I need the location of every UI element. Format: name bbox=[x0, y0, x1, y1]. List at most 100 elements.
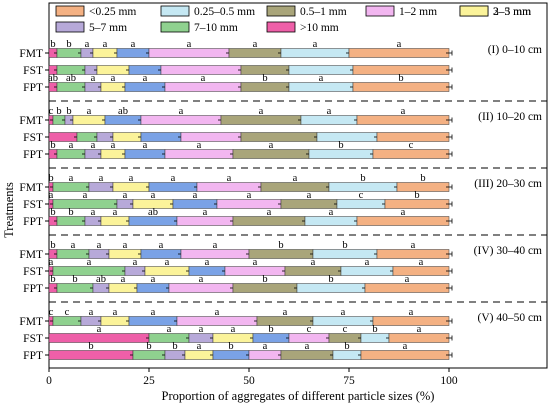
significance-letter: b bbox=[48, 173, 53, 184]
significance-letter: a bbox=[253, 257, 258, 268]
legend-swatch bbox=[55, 21, 85, 33]
bar-FST bbox=[48, 333, 453, 343]
significance-letter: a bbox=[151, 274, 156, 285]
legend-label: 5–7 mm bbox=[89, 22, 127, 34]
significance-letter: a bbox=[151, 307, 156, 318]
significance-letter: a bbox=[167, 324, 172, 335]
significance-letter: a bbox=[113, 307, 118, 318]
significance-letter: c bbox=[307, 324, 312, 335]
significance-letter: b bbox=[372, 324, 377, 335]
significance-letter: c bbox=[49, 106, 54, 117]
significance-letter: b bbox=[72, 274, 77, 285]
significance-letter: ab bbox=[66, 73, 76, 84]
bar-FST bbox=[48, 266, 453, 276]
significance-letter: b bbox=[50, 39, 55, 50]
significance-letter: a bbox=[213, 240, 218, 251]
significance-letter: b bbox=[398, 73, 403, 84]
significance-letter: a bbox=[99, 173, 104, 184]
x-tick-label: 0 bbox=[46, 375, 52, 387]
treatment-label: FPT bbox=[23, 82, 43, 94]
treatment-label: FMT bbox=[19, 182, 43, 194]
significance-letter: a bbox=[129, 173, 134, 184]
legend-label: 7–10 mm bbox=[194, 22, 238, 34]
significance-letter: a bbox=[197, 341, 202, 352]
significance-letter: a bbox=[205, 257, 210, 268]
significance-letter: b bbox=[146, 341, 151, 352]
legend-entry: 5–7 mm bbox=[55, 21, 127, 34]
significance-letter: a bbox=[403, 341, 408, 352]
significance-letter: b bbox=[66, 106, 71, 117]
significance-letter: a bbox=[227, 173, 232, 184]
significance-letter: a bbox=[103, 39, 108, 50]
panel-label: (IV) 30–40 cm bbox=[474, 245, 542, 257]
significance-letter: a bbox=[111, 140, 116, 151]
significance-letter: a bbox=[199, 274, 204, 285]
significance-letter: ab bbox=[148, 207, 158, 218]
legend-entry: 3–5 mm bbox=[459, 5, 531, 18]
panel-label: (I) 0–10 cm bbox=[488, 44, 542, 56]
legend-label: 2–3 mm bbox=[493, 6, 531, 18]
significance-letter: a bbox=[401, 207, 406, 218]
significance-letter: a bbox=[253, 39, 258, 50]
legend-entry: 0.25–0.5 mm bbox=[160, 5, 255, 18]
significance-letter: a bbox=[319, 73, 324, 84]
significance-letter: a bbox=[87, 257, 92, 268]
significance-letter: ab bbox=[48, 73, 58, 84]
significance-letter: a bbox=[83, 190, 88, 201]
legend-label: <0.25 mm bbox=[89, 6, 136, 18]
legend-entry: 7–10 mm bbox=[160, 21, 238, 34]
significance-letter: a bbox=[283, 307, 288, 318]
significance-letter: a bbox=[97, 324, 102, 335]
significance-letter: a bbox=[97, 240, 102, 251]
significance-letter: a bbox=[197, 140, 202, 151]
significance-letter: ab bbox=[96, 274, 106, 285]
treatment-label: FMT bbox=[19, 48, 43, 60]
bar-segment bbox=[240, 132, 318, 142]
legend-label: 0.25–0.5 mm bbox=[194, 6, 255, 18]
significance-letter: c bbox=[65, 307, 70, 318]
significance-letter: a bbox=[71, 240, 76, 251]
bar-segment bbox=[316, 132, 378, 142]
significance-letter: a bbox=[187, 39, 192, 50]
significance-letter: a bbox=[329, 207, 334, 218]
bar-FPT bbox=[48, 350, 453, 360]
significance-letter: a bbox=[365, 257, 370, 268]
significance-letter: a bbox=[417, 324, 422, 335]
significance-letter: a bbox=[113, 207, 118, 218]
significance-letter: b bbox=[262, 73, 267, 84]
legend-swatch bbox=[266, 5, 296, 17]
significance-letter: b bbox=[50, 140, 55, 151]
significance-letter: a bbox=[123, 190, 128, 201]
treatment-label: FST bbox=[23, 266, 43, 278]
legend-swatch bbox=[160, 21, 190, 33]
significance-letter: a bbox=[91, 140, 96, 151]
bar-FPT bbox=[48, 149, 453, 159]
bar-segment bbox=[112, 132, 142, 142]
significance-letter: b bbox=[56, 106, 61, 117]
bar-FST bbox=[48, 132, 453, 142]
bar-FPT bbox=[48, 216, 453, 226]
significance-letter: a bbox=[69, 173, 74, 184]
significance-letter: a bbox=[401, 106, 406, 117]
treatment-label: FPT bbox=[23, 283, 43, 295]
significance-letter: b bbox=[360, 173, 365, 184]
significance-letter: a bbox=[89, 307, 94, 318]
bar-FST bbox=[48, 65, 453, 75]
significance-letter: b bbox=[228, 341, 233, 352]
legend-entry: 1–2 mm bbox=[365, 5, 437, 18]
treatment-label: FPT bbox=[23, 350, 43, 362]
significance-letter: b bbox=[50, 240, 55, 251]
bar-FMT bbox=[48, 316, 453, 326]
significance-letter: b bbox=[262, 274, 267, 285]
legend-label: 3–5 mm bbox=[493, 6, 531, 18]
x-tick-label: 50 bbox=[243, 375, 255, 387]
significance-letter: a bbox=[171, 173, 176, 184]
legend-swatch bbox=[459, 5, 489, 17]
y-axis: FMT FST FPT FMT FST FPT FMT FST FPT FMT FST FPT FMT F… bbox=[19, 48, 49, 362]
significance-letter: a bbox=[131, 39, 136, 50]
significance-letter: a bbox=[159, 240, 164, 251]
significance-letter: a bbox=[203, 207, 208, 218]
significance-letter: c bbox=[343, 324, 348, 335]
x-tick-label: 100 bbox=[440, 375, 458, 387]
legend-entry: 0.5–1 mm bbox=[266, 5, 347, 18]
